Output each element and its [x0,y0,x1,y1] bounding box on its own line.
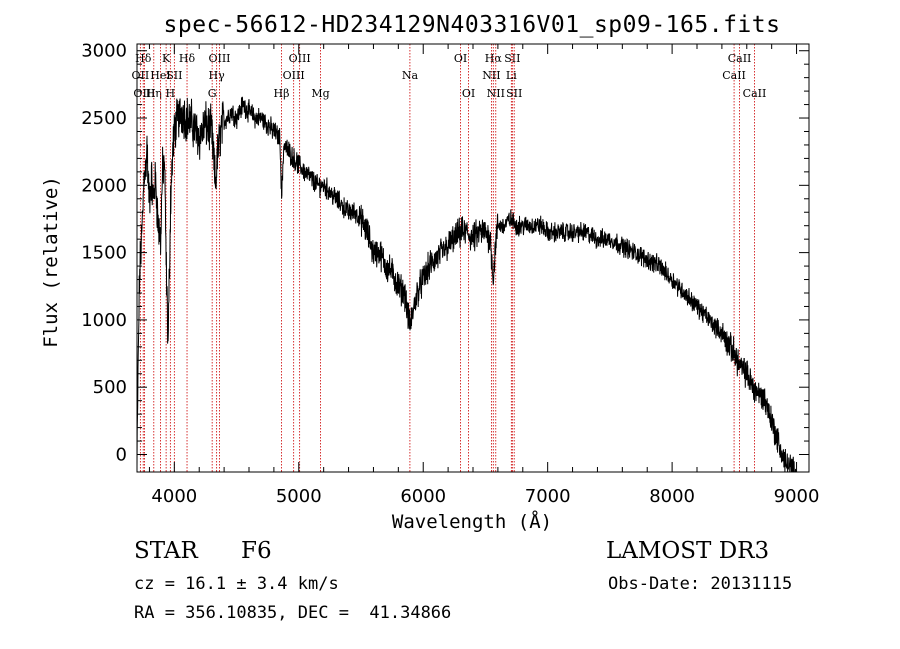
line-label-27: CaII [743,87,767,100]
y-tick-label-2000: 2000 [81,175,127,196]
y-tick-label-3000: 3000 [81,41,127,62]
line-label-16: Na [402,69,419,82]
chart-title: spec-56612-HD234129N403316V01_sp09-165.f… [164,12,781,38]
object-class: STAR [134,538,198,564]
line-label-1: OII [132,69,150,82]
x-tick-label-8000: 8000 [649,486,695,507]
plot-frame [136,43,810,473]
redshift-velocity: cz = 16.1 ± 3.4 km/s [134,574,339,594]
line-label-3: Hη [146,87,162,100]
x-axis-label: Wavelength (Å) [392,510,552,533]
coordinates: RA = 356.10835, DEC = 41.34866 [134,603,452,623]
line-label-24: SII [506,87,522,100]
line-label-22: Li [506,69,517,82]
x-tick-label-9000: 9000 [774,486,820,507]
line-label-9: OIII [208,52,230,65]
axis-ticks: 4000 5000 6000 7000 8000 9000 0 500 1000 1500 2000… [81,41,819,507]
y-tick-label-1500: 1500 [81,243,127,264]
line-label-8: Hδ [179,52,196,65]
y-tick-label-2500: 2500 [81,108,127,129]
line-label-17: OI [454,52,467,65]
line-label-19: Hα [485,52,503,65]
y-axis-label: Flux (relative) [40,176,62,348]
line-label-5: HeI [150,69,170,82]
line-label-21: NII [482,69,500,82]
line-label-15: Mg [311,87,329,100]
object-subclass: F6 [241,538,272,564]
x-tick-label-7000: 7000 [525,486,571,507]
x-tick-label-5000: 5000 [276,486,322,507]
x-tick-label-4000: 4000 [151,486,197,507]
line-label-12: Hβ [274,87,290,100]
observation-date: Obs-Date: 20131115 [608,574,793,594]
line-label-13: OIII [289,52,311,65]
line-label-6: SII [166,69,182,82]
spectrum-line [136,96,797,473]
line-label-10: Hγ [209,69,226,82]
line-label-4: K [162,52,171,65]
line-label-2: OIII [133,87,155,100]
line-label-14: OIII [283,69,305,82]
line-label-23: NII [487,87,505,100]
line-label-25: CaII [728,52,752,65]
survey-name: LAMOST DR3 [606,538,770,564]
line-label-20: SII [504,52,520,65]
line-label-0: Hδ [135,52,152,65]
line-label-7: H [166,87,176,100]
line-label-26: CaII [722,69,746,82]
line-label-11: G [208,87,217,100]
spectrum-series [136,96,797,473]
x-tick-label-6000: 6000 [400,486,446,507]
y-tick-label-1000: 1000 [81,310,127,331]
y-tick-label-500: 500 [93,377,127,398]
y-tick-label-0: 0 [116,445,127,466]
line-label-18: OI [462,87,475,100]
plot-axes [136,43,810,473]
